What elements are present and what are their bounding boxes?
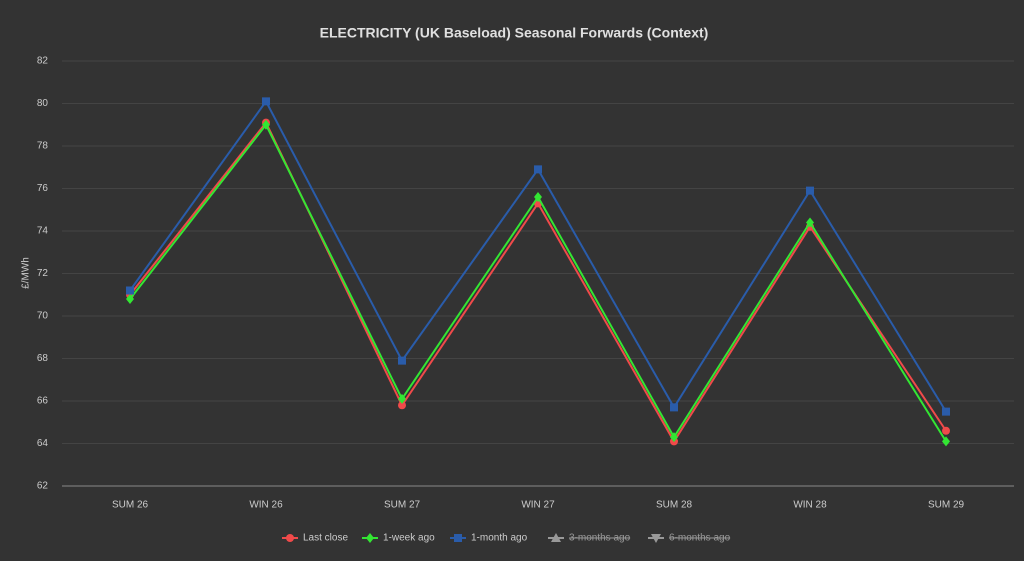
legend-item[interactable]: 3-months ago (548, 533, 631, 544)
legend-item[interactable]: Last close (282, 533, 348, 544)
marker (126, 294, 134, 304)
legend-label: Last close (303, 533, 348, 544)
legend-label: 1-month ago (471, 533, 528, 544)
y-tick-label: 64 (37, 438, 49, 449)
legend-item[interactable]: 1-month ago (450, 533, 528, 544)
marker (942, 426, 950, 435)
marker (398, 401, 406, 410)
x-tick-label: SUM 29 (928, 500, 965, 511)
legend-label: 3-months ago (569, 533, 631, 544)
marker (942, 407, 950, 416)
legend-item[interactable]: 1-week ago (362, 533, 435, 544)
marker (398, 356, 406, 365)
marker (551, 533, 561, 542)
marker (286, 534, 294, 542)
y-tick-label: 70 (37, 311, 49, 322)
x-tick-label: WIN 26 (249, 500, 283, 511)
marker (806, 186, 814, 195)
marker (534, 165, 542, 174)
marker (454, 534, 462, 542)
marker (262, 97, 270, 106)
y-axis-label: £/MWh (21, 257, 32, 289)
y-tick-label: 62 (37, 481, 49, 492)
marker (398, 393, 406, 404)
x-tick-label: WIN 28 (793, 500, 827, 511)
y-tick-label: 66 (37, 396, 49, 407)
y-tick-label: 72 (37, 268, 49, 279)
marker (942, 436, 950, 447)
chart-title: ELECTRICITY (UK Baseload) Seasonal Forwa… (320, 25, 709, 41)
x-tick-label: SUM 28 (656, 500, 693, 511)
x-tick-label: WIN 27 (521, 500, 555, 511)
y-tick-label: 78 (37, 141, 49, 152)
marker (262, 119, 270, 130)
y-tick-label: 68 (37, 353, 49, 364)
marker (366, 533, 374, 543)
x-tick-label: SUM 26 (112, 500, 149, 511)
marker (534, 192, 542, 202)
marker (670, 432, 678, 443)
y-tick-label: 82 (37, 56, 49, 67)
marker (126, 286, 134, 295)
x-tick-label: SUM 27 (384, 500, 421, 511)
y-tick-label: 74 (37, 226, 49, 237)
marker (651, 534, 661, 543)
legend-label: 6-months ago (669, 533, 731, 544)
y-tick-label: 80 (37, 98, 49, 109)
legend-item[interactable]: 6-months ago (648, 533, 731, 544)
marker (670, 403, 678, 412)
marker (806, 217, 814, 228)
y-tick-label: 76 (37, 183, 49, 194)
legend-label: 1-week ago (383, 533, 435, 544)
